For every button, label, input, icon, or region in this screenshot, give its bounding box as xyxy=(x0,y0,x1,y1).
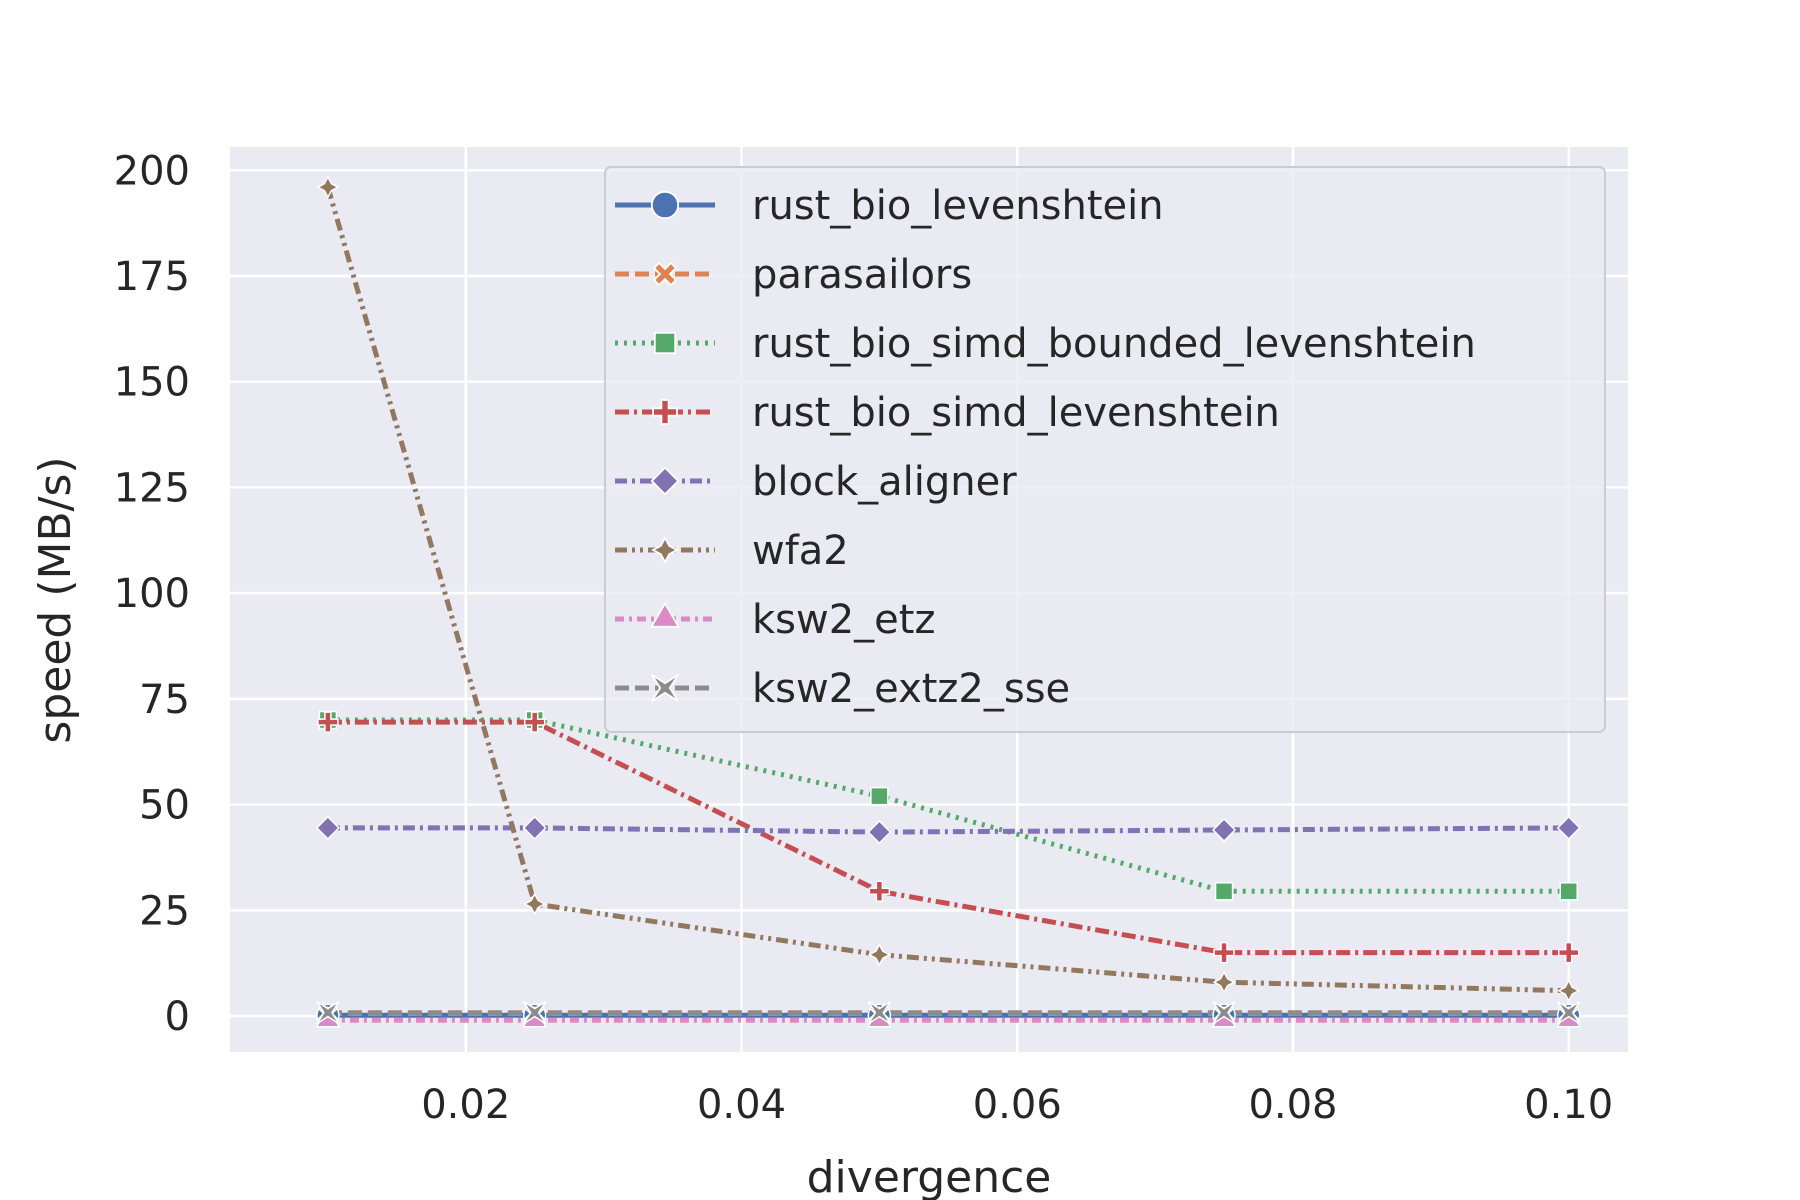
y-tick-label: 175 xyxy=(114,254,190,300)
x-tick-label: 0.06 xyxy=(973,1082,1062,1128)
data-point-rust_bio_simd_levenshtein xyxy=(868,880,891,903)
legend-box xyxy=(604,166,1606,733)
legend: rust_bio_levenshtein parasailors rust_bio_… xyxy=(604,166,1606,733)
legend-label-ksw2_etz: ksw2_etz xyxy=(752,597,935,643)
data-point-wfa2 xyxy=(316,175,340,199)
data-point-rust_bio_simd_bounded_levenshtein xyxy=(1559,882,1578,901)
data-point-ksw2_extz2_sse xyxy=(867,1001,891,1025)
y-tick-label: 25 xyxy=(139,888,190,934)
data-point-rust_bio_simd_bounded_levenshtein xyxy=(1214,882,1234,901)
legend-label-rust_bio_simd_bounded_levenshtein: rust_bio_simd_bounded_levenshtein xyxy=(752,321,1476,367)
legend-marker-block_aligner xyxy=(650,466,680,496)
y-tick-label: 75 xyxy=(139,677,190,723)
data-point-rust_bio_simd_levenshtein xyxy=(317,711,339,733)
legend-marker-rust_bio_levenshtein xyxy=(650,190,680,220)
legend-label-ksw2_extz2_sse: ksw2_extz2_sse xyxy=(752,666,1070,712)
data-point-wfa2 xyxy=(1212,970,1236,994)
x-tick-label: 0.04 xyxy=(697,1082,786,1128)
x-axis-ticks: 0.02 0.04 0.06 0.08 0.10 xyxy=(421,1082,1613,1128)
y-tick-label: 200 xyxy=(114,148,190,194)
legend-marker-parasailors xyxy=(652,261,678,287)
series-markers xyxy=(315,175,1582,1028)
y-axis-ticks: 0 25 50 75 100 125 150 175 200 xyxy=(114,148,190,1040)
y-tick-label: 125 xyxy=(114,465,190,511)
x-tick-label: 0.08 xyxy=(1248,1082,1337,1128)
data-point-block_aligner xyxy=(1211,817,1237,843)
x-tick-label: 0.02 xyxy=(421,1082,510,1128)
legend-marker-rust_bio_simd_bounded_levenshtein xyxy=(653,331,677,355)
data-point-ksw2_extz2_sse xyxy=(1212,1001,1236,1025)
data-point-wfa2 xyxy=(523,892,547,916)
legend-label-wfa2: wfa2 xyxy=(752,528,849,574)
data-point-rust_bio_simd_levenshtein xyxy=(1557,941,1580,964)
legend-label-block_aligner: block_aligner xyxy=(752,459,1017,505)
y-tick-label: 0 xyxy=(165,994,190,1040)
data-point-rust_bio_simd_levenshtein xyxy=(523,711,546,733)
data-point-wfa2 xyxy=(867,943,891,967)
data-point-wfa2 xyxy=(1557,979,1581,1003)
legend-label-rust_bio_simd_levenshtein: rust_bio_simd_levenshtein xyxy=(752,390,1280,436)
data-point-ksw2_extz2_sse xyxy=(523,1001,547,1025)
y-axis-label: speed (MB/s) xyxy=(30,456,81,743)
legend-marker-ksw2_extz2_sse xyxy=(651,674,679,702)
x-tick-label: 0.10 xyxy=(1524,1082,1613,1128)
data-point-block_aligner xyxy=(1556,815,1581,840)
y-tick-label: 50 xyxy=(139,783,190,829)
data-point-ksw2_extz2_sse xyxy=(316,1001,340,1025)
series-line-rust_bio_simd_levenshtein xyxy=(327,719,1569,956)
legend-label-parasailors: parasailors xyxy=(752,252,972,298)
data-point-ksw2_extz2_sse xyxy=(1557,1001,1581,1025)
legend-marker-wfa2 xyxy=(651,536,679,564)
x-axis-label: divergence xyxy=(807,1152,1052,1200)
legend-marker-ksw2_etz xyxy=(649,601,681,628)
data-point-rust_bio_simd_bounded_levenshtein xyxy=(870,786,889,806)
legend-marker-rust_bio_simd_levenshtein xyxy=(652,399,678,425)
y-tick-label: 100 xyxy=(114,571,190,617)
data-point-block_aligner xyxy=(867,820,892,845)
legend-label-rust_bio_levenshtein: rust_bio_levenshtein xyxy=(752,183,1164,229)
y-tick-label: 150 xyxy=(114,360,190,406)
data-point-block_aligner xyxy=(522,815,547,840)
data-point-block_aligner xyxy=(315,815,340,840)
data-point-rust_bio_simd_levenshtein xyxy=(1213,941,1235,964)
